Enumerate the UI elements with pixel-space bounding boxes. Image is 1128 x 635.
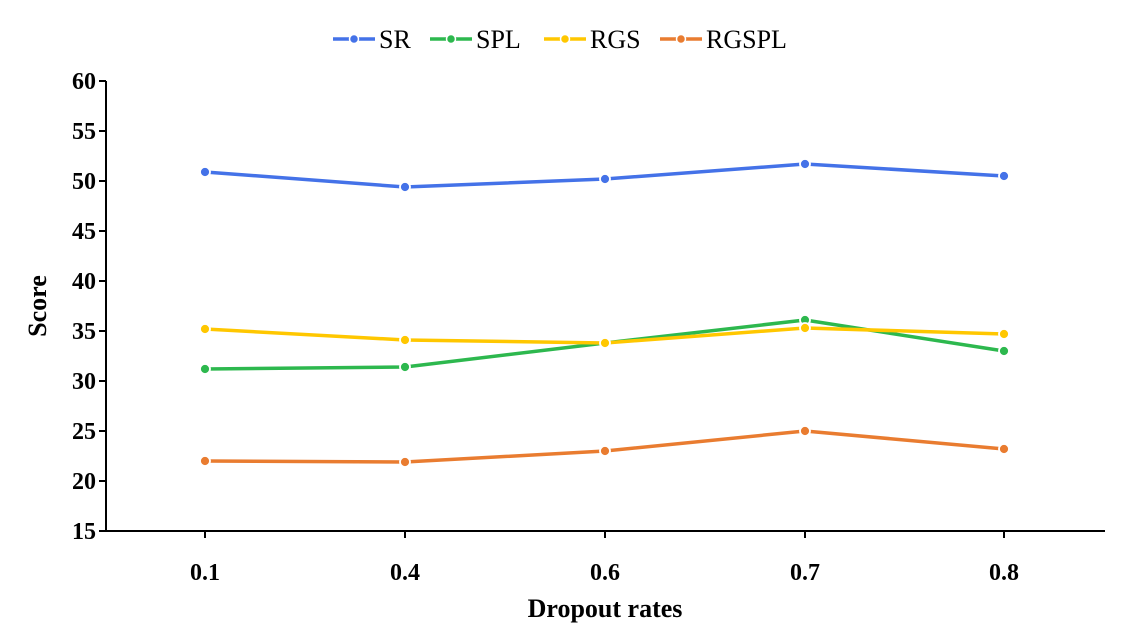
y-tick-label: 30 [72, 369, 96, 395]
series-group [199, 158, 1010, 468]
data-point-rgspl [399, 456, 411, 468]
x-tick-label: 0.4 [390, 560, 420, 586]
legend-swatch-marker [675, 33, 687, 45]
data-point-sr [199, 166, 211, 178]
y-tick-label: 25 [72, 419, 96, 445]
data-point-rgs [599, 337, 611, 349]
x-tick-label: 0.1 [190, 560, 220, 586]
legend-item-rgspl: RGSPL [660, 25, 787, 54]
y-tick-label: 35 [72, 319, 96, 345]
x-tick-label: 0.7 [790, 560, 820, 586]
y-ticks: 15 20 25 30 35 40 45 50 55 60 [72, 69, 106, 545]
legend-label: SPL [476, 25, 521, 54]
data-point-spl [998, 345, 1010, 357]
y-tick-label: 15 [72, 519, 96, 545]
x-tick-label: 0.6 [590, 560, 620, 586]
legend-item-spl: SPL [430, 25, 521, 54]
axes [105, 81, 1105, 532]
legend-label: SR [379, 25, 411, 54]
data-point-sr [599, 173, 611, 185]
data-point-rgs [799, 322, 811, 334]
legend-item-rgs: RGS [544, 25, 641, 54]
data-point-sr [399, 181, 411, 193]
legend-swatch-marker [348, 33, 360, 45]
legend: SR SPL RGS RGSPL [333, 25, 787, 54]
data-point-sr [799, 158, 811, 170]
legend-label: RGS [590, 25, 641, 54]
legend-item-sr: SR [333, 25, 411, 54]
y-tick-label: 50 [72, 169, 96, 195]
legend-swatch-marker [559, 33, 571, 45]
data-point-rgspl [599, 445, 611, 457]
y-axis-title: Score [23, 275, 52, 337]
series-rgs [199, 322, 1010, 349]
x-tick-label: 0.8 [989, 560, 1019, 586]
data-point-rgs [399, 334, 411, 346]
y-tick-label: 60 [72, 69, 96, 95]
data-point-rgspl [799, 425, 811, 437]
legend-swatch-marker [445, 33, 457, 45]
data-point-sr [998, 170, 1010, 182]
y-tick-label: 55 [72, 119, 96, 145]
x-axis-title: Dropout rates [528, 594, 683, 623]
data-point-spl [199, 363, 211, 375]
data-point-rgs [199, 323, 211, 335]
data-point-rgs [998, 328, 1010, 340]
series-rgspl [199, 425, 1010, 468]
series-sr [199, 158, 1010, 193]
data-point-rgspl [998, 443, 1010, 455]
y-tick-label: 40 [72, 269, 96, 295]
y-tick-label: 20 [72, 469, 96, 495]
y-tick-label: 45 [72, 219, 96, 245]
data-point-spl [399, 361, 411, 373]
x-ticks: 0.1 0.4 0.6 0.7 0.8 [190, 531, 1019, 586]
data-point-rgspl [199, 455, 211, 467]
legend-label: RGSPL [706, 25, 787, 54]
